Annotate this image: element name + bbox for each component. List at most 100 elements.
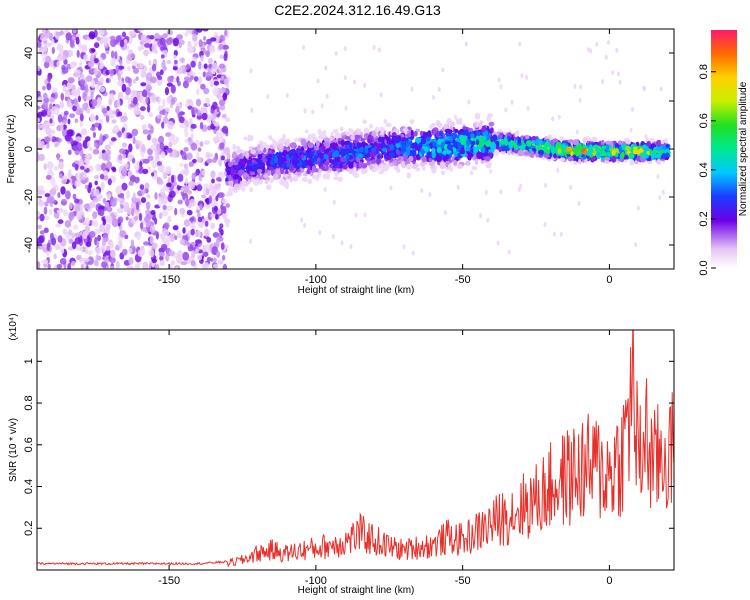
heatmap-cell — [248, 166, 253, 171]
heatmap-cell — [215, 177, 222, 182]
heatmap-cell — [199, 203, 203, 209]
heatmap-cell — [661, 189, 665, 195]
heatmap-cell — [465, 145, 470, 152]
heatmap-cell — [140, 82, 147, 87]
heatmap-cell — [223, 78, 229, 85]
heatmap-cell — [625, 146, 631, 151]
heatmap-cell — [662, 149, 669, 153]
heatmap-cell — [218, 192, 225, 199]
heatmap-cell — [60, 186, 66, 195]
heatmap-cell — [414, 146, 421, 151]
heatmap-cell — [149, 235, 154, 245]
heatmap-cell — [621, 151, 625, 159]
heatmap-cell — [212, 232, 220, 238]
heatmap-cell — [266, 184, 272, 191]
heatmap-cell — [605, 140, 612, 145]
heatmap-cell — [145, 96, 149, 104]
heatmap-cell — [46, 109, 51, 116]
heatmap-cell — [182, 227, 186, 234]
heatmap-cell — [98, 155, 103, 160]
heatmap-cell — [661, 145, 667, 150]
heatmap-cell — [116, 197, 123, 203]
heatmap-cell — [183, 147, 189, 152]
heatmap-cell — [615, 47, 619, 53]
heatmap-cell — [644, 154, 649, 159]
heatmap-cell — [74, 118, 79, 123]
heatmap-cell — [117, 216, 124, 224]
heatmap-cell — [212, 86, 219, 96]
heatmap-cell — [316, 157, 321, 163]
heatmap-cell — [62, 228, 68, 235]
y-tick-label: -20 — [23, 189, 35, 205]
heatmap-ticks: -150 -100 -50 0 40 20 0 -20 -40 — [23, 29, 674, 286]
heatmap-cell — [172, 66, 178, 71]
heatmap-cell — [73, 224, 79, 230]
heatmap-cell — [135, 76, 139, 81]
heatmap-cell — [45, 55, 51, 64]
heatmap-cell — [94, 122, 100, 128]
heatmap-cell — [375, 164, 379, 172]
heatmap-cell — [228, 187, 233, 194]
heatmap-cell — [49, 129, 56, 135]
heatmap-cell — [174, 207, 178, 216]
heatmap-cell — [208, 63, 213, 69]
heatmap-cell — [507, 249, 511, 255]
heatmap-cell — [63, 209, 69, 217]
heatmap-cell — [67, 118, 71, 125]
heatmap-cell — [79, 158, 84, 166]
heatmap-cell — [43, 206, 48, 215]
heatmap-cell — [169, 233, 176, 240]
heatmap-cell — [654, 154, 660, 159]
heatmap-cell — [110, 137, 117, 142]
heatmap-cell — [484, 156, 491, 162]
heatmap-cell — [119, 148, 126, 154]
heatmap-cell — [79, 246, 84, 252]
heatmap-cell — [166, 60, 172, 64]
heatmap-cell — [149, 76, 157, 84]
heatmap-cell — [150, 94, 157, 101]
heatmap-cell — [313, 152, 318, 156]
heatmap-cell — [220, 204, 224, 211]
heatmap-cell — [132, 78, 137, 84]
heatmap-cell — [432, 142, 437, 147]
heatmap-cell — [470, 133, 475, 139]
heatmap-cell — [376, 142, 382, 149]
heatmap-cell — [593, 151, 597, 156]
heatmap-cell — [65, 32, 72, 41]
heatmap-cell — [368, 123, 373, 129]
heatmap-cell — [75, 36, 80, 45]
heatmap-cell — [44, 201, 49, 207]
heatmap-cell — [196, 88, 200, 96]
heatmap-cell — [144, 215, 151, 223]
heatmap-cell — [74, 232, 81, 238]
heatmap-cell — [128, 247, 133, 253]
heatmap-cell — [220, 155, 225, 161]
heatmap-cell — [139, 114, 145, 121]
heatmap-cell — [69, 113, 76, 118]
heatmap-cell — [151, 258, 157, 264]
heatmap-cell — [397, 156, 402, 161]
heatmap-cell — [128, 30, 136, 36]
heatmap-cell — [158, 251, 165, 257]
heatmap-cell — [109, 113, 116, 119]
heatmap-cell — [296, 171, 302, 176]
heatmap-cell — [173, 54, 177, 60]
heatmap-cell — [122, 153, 127, 159]
heatmap-cell — [618, 145, 622, 153]
heatmap-cell — [454, 128, 459, 133]
heatmap-cell — [56, 153, 60, 161]
heatmap-cell — [219, 103, 226, 111]
heatmap-cell — [110, 38, 117, 48]
heatmap-cell — [489, 169, 493, 174]
heatmap-cell — [159, 255, 164, 262]
heatmap-cell — [210, 170, 216, 179]
heatmap-cell — [196, 98, 201, 107]
heatmap-cell — [402, 156, 408, 162]
heatmap-cell — [171, 149, 178, 158]
heatmap-cell — [246, 160, 251, 165]
heatmap-cell — [55, 223, 61, 228]
heatmap-cell — [601, 139, 605, 146]
heatmap-cell — [457, 164, 463, 170]
heatmap-cell — [50, 187, 57, 196]
heatmap-cell — [318, 230, 322, 236]
